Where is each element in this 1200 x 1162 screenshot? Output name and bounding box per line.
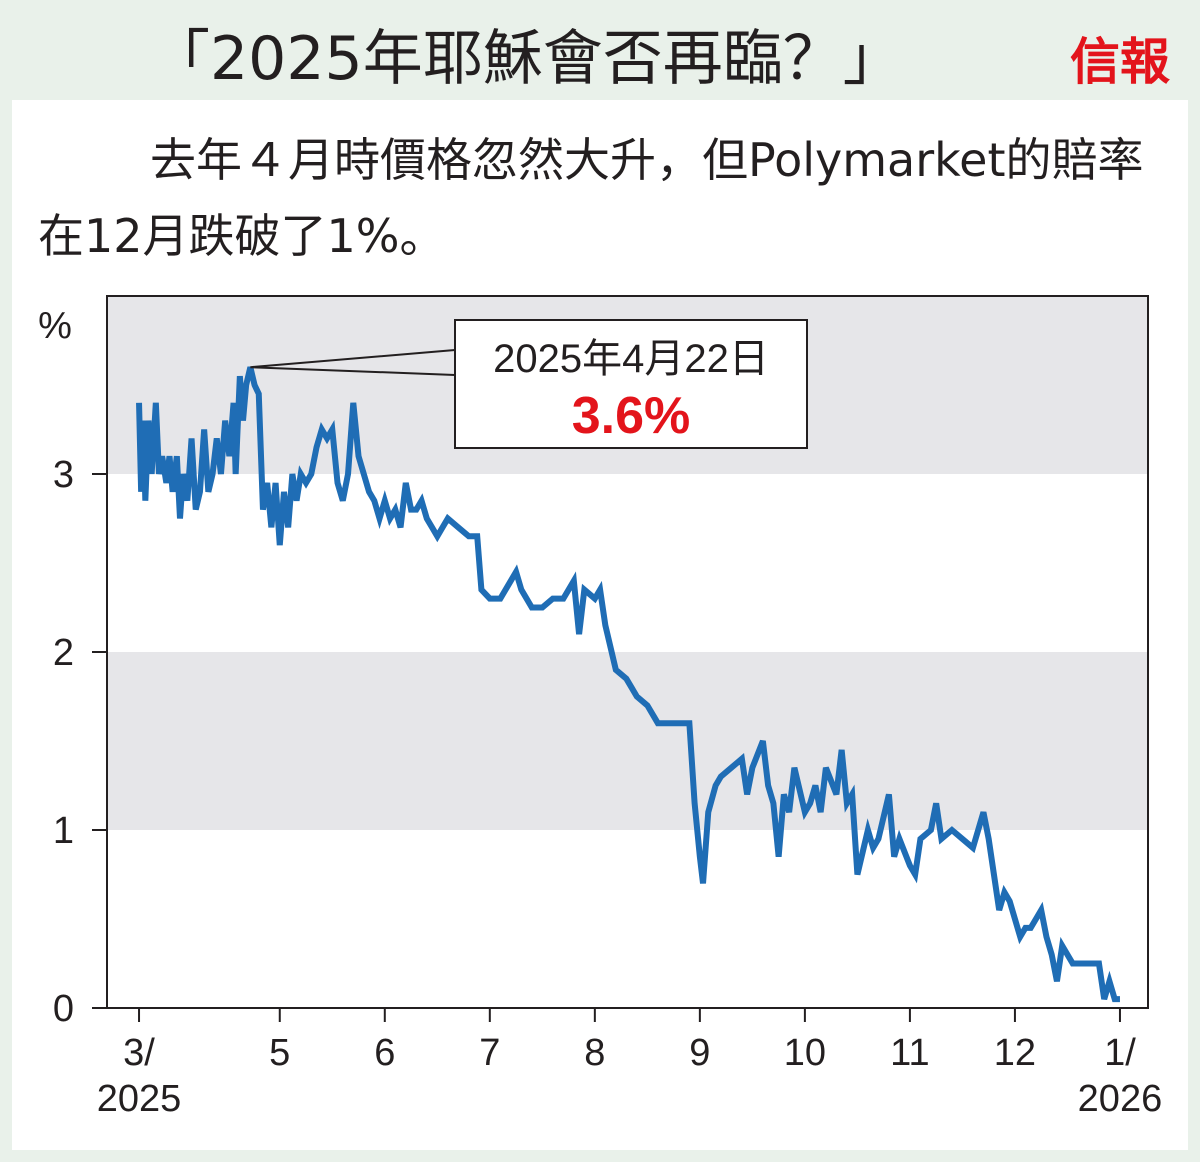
- x-tick-label: 11: [890, 1032, 930, 1074]
- x-tick-label: 6: [374, 1032, 396, 1074]
- x-tick-label: 9: [689, 1032, 711, 1074]
- annotation-box: [454, 319, 808, 449]
- y-axis-label: %: [38, 305, 72, 347]
- y-tick-label: 2: [53, 632, 74, 674]
- x-tick-label: 12: [993, 1032, 1037, 1074]
- y-tick-label: 0: [53, 988, 74, 1030]
- annotation-leader: [250, 349, 456, 376]
- x-tick-label: 3/ 2025: [96, 1032, 182, 1120]
- x-tick-label: 1/ 2026: [1077, 1032, 1163, 1120]
- logo: 信報: [1070, 32, 1170, 91]
- x-tick-label: 7: [479, 1032, 501, 1074]
- line: [136, 366, 1120, 1003]
- y-tick-label: 1: [53, 810, 74, 852]
- x-tick-label: 10: [783, 1032, 827, 1074]
- annotation-label: 2025年4月22日: [493, 337, 769, 381]
- x-tick-label: 5: [269, 1032, 291, 1074]
- chart-subtitle: 去年４月時價格忽然大升，但Polymarket的賠率在12月跌破了1%。: [38, 133, 1144, 263]
- annotation-value: 3.6%: [572, 387, 691, 445]
- y-tick-label: 3: [53, 454, 74, 496]
- panel: [12, 100, 1188, 1150]
- chart-title: 「2025年耶穌會否再臨？」: [150, 24, 903, 94]
- x-tick-label: 8: [584, 1032, 606, 1074]
